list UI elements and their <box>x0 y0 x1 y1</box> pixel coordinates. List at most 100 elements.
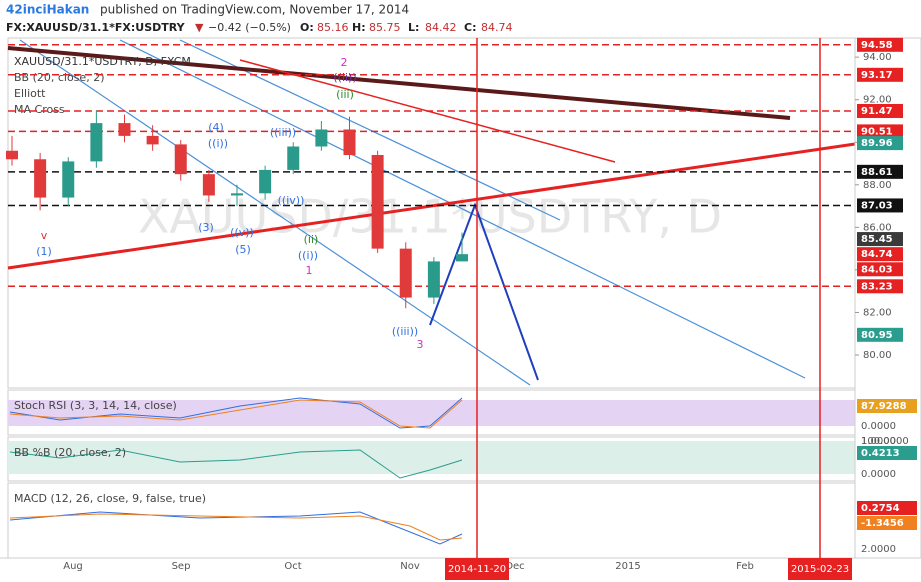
pane-tag <box>857 516 917 530</box>
wave-label: (ii) <box>304 233 319 246</box>
date-marker <box>445 558 509 580</box>
stoch-line <box>9 399 463 429</box>
price-tag <box>857 327 903 342</box>
x-tick-label: Dec <box>505 561 524 572</box>
ohlc-value: 84.74 <box>481 21 513 34</box>
price-tag <box>857 247 903 262</box>
price-tag <box>857 262 903 277</box>
price-tag <box>857 198 903 213</box>
change: −0.42 (−0.5%) <box>208 21 291 34</box>
candle-body <box>399 248 412 298</box>
candle-body <box>90 123 103 162</box>
price-tag-label: 93.17 <box>861 70 893 81</box>
bb-band <box>8 441 855 474</box>
pane-title: BB %B (20, close, 2) <box>14 446 126 459</box>
indicator-label: BB (20, close, 2) <box>14 71 105 84</box>
wave-label: 2 <box>341 56 348 69</box>
ohlc-label: L: <box>408 21 419 34</box>
pane-title: Stoch RSI (3, 3, 14, 14, close) <box>14 399 177 412</box>
price-tag <box>857 232 903 247</box>
author[interactable]: 42inciHakan <box>6 3 89 17</box>
pane-tag <box>857 399 917 413</box>
wave-label: (3) <box>198 221 214 234</box>
x-tick-label: Sep <box>172 561 191 572</box>
candle-body <box>34 159 47 198</box>
pane-tag-label: 0.4213 <box>861 448 900 459</box>
wave-label: ((ii)) <box>333 71 356 84</box>
macd-line <box>9 511 463 545</box>
ohlc-label: O: <box>300 21 314 34</box>
stoch-band <box>8 400 855 426</box>
channel-line <box>119 39 806 379</box>
y-tick-label: 88.00 <box>863 180 892 191</box>
wave-label: (1) <box>36 245 52 258</box>
wave-label: ((v)) <box>230 226 254 239</box>
price-tag-label: 89.96 <box>861 138 893 149</box>
x-tick-label: Aug <box>63 561 83 572</box>
bb-line <box>9 449 463 479</box>
pane-tick-label: 2.0000 <box>861 544 896 555</box>
price-tag-label: 84.03 <box>861 264 893 275</box>
published: published on TradingView.com, November 1… <box>100 3 409 17</box>
wave-label: ((i)) <box>298 249 318 262</box>
trendline <box>7 46 791 120</box>
symbol: FX:XAUUSD/31.1*FX:USDTRY <box>6 21 186 34</box>
x-tick-label: 2015 <box>615 561 640 572</box>
pane-tick-label: 0.0000 <box>861 421 896 432</box>
wave-label: ((i)) <box>208 137 228 150</box>
wave-label: ((iii)) <box>392 325 418 338</box>
price-tag <box>857 67 903 82</box>
change-arrow: ▼ <box>195 21 204 34</box>
pane-tick-label: 100.0000 <box>861 436 909 447</box>
candle-body <box>202 174 215 196</box>
pane-tick-label: 0.0000 <box>861 469 896 480</box>
x-tick-label: Feb <box>736 561 754 572</box>
price-tag-label: 94.58 <box>861 40 893 51</box>
chart-title: XAUUSD/31.1*USDTRY, D, FXCM <box>14 55 191 68</box>
wave-label: 3 <box>417 338 424 351</box>
wave-label: (5) <box>235 243 251 256</box>
pane-tag <box>857 501 917 515</box>
price-tag-label: 91.47 <box>861 106 893 117</box>
y-tick-label: 80.00 <box>863 350 892 361</box>
price-tag <box>857 103 903 118</box>
candle-body <box>231 193 243 196</box>
wave-label: (iii) <box>336 88 354 101</box>
candle-body <box>315 129 328 147</box>
price-tag <box>857 37 903 52</box>
candle-body <box>6 150 18 160</box>
ohlc-value: 85.75 <box>369 21 401 34</box>
price-tag-label: 85.45 <box>861 234 893 245</box>
price-tag-label: 87.03 <box>861 200 893 211</box>
candle-body <box>371 155 384 249</box>
candle-body <box>174 144 187 175</box>
price-tag-label: 84.74 <box>861 249 893 260</box>
x-tick-label: Nov <box>400 561 420 572</box>
date-marker-label: 2015-02-23 <box>791 564 849 575</box>
price-tag-label: 80.95 <box>861 330 893 341</box>
pane-tag-label: -1.3456 <box>861 518 904 529</box>
y-tick-label: 94.00 <box>863 52 892 63</box>
candle-body <box>118 123 131 136</box>
y-tick-label: 92.00 <box>863 95 892 106</box>
candle-body <box>259 169 272 194</box>
price-tag-label: 90.51 <box>861 126 893 137</box>
date-marker <box>788 558 852 580</box>
candle-body <box>287 146 300 170</box>
pane-tag <box>857 446 917 460</box>
price-tag <box>857 279 903 294</box>
ohlc-label: H: <box>352 21 366 34</box>
candle-body <box>146 135 159 145</box>
candle-body <box>62 161 75 198</box>
wave-label: ((iv)) <box>278 194 305 207</box>
pane-tick-label: 1.0000 <box>861 436 896 447</box>
price-tag <box>857 124 903 139</box>
pane-tag-label: 87.9288 <box>861 401 907 412</box>
macd-line <box>9 513 463 541</box>
wave-label: v <box>41 229 48 242</box>
candle-body <box>456 254 468 262</box>
pane-title: MACD (12, 26, close, 9, false, true) <box>14 492 206 505</box>
wave-label: 1 <box>306 264 313 277</box>
